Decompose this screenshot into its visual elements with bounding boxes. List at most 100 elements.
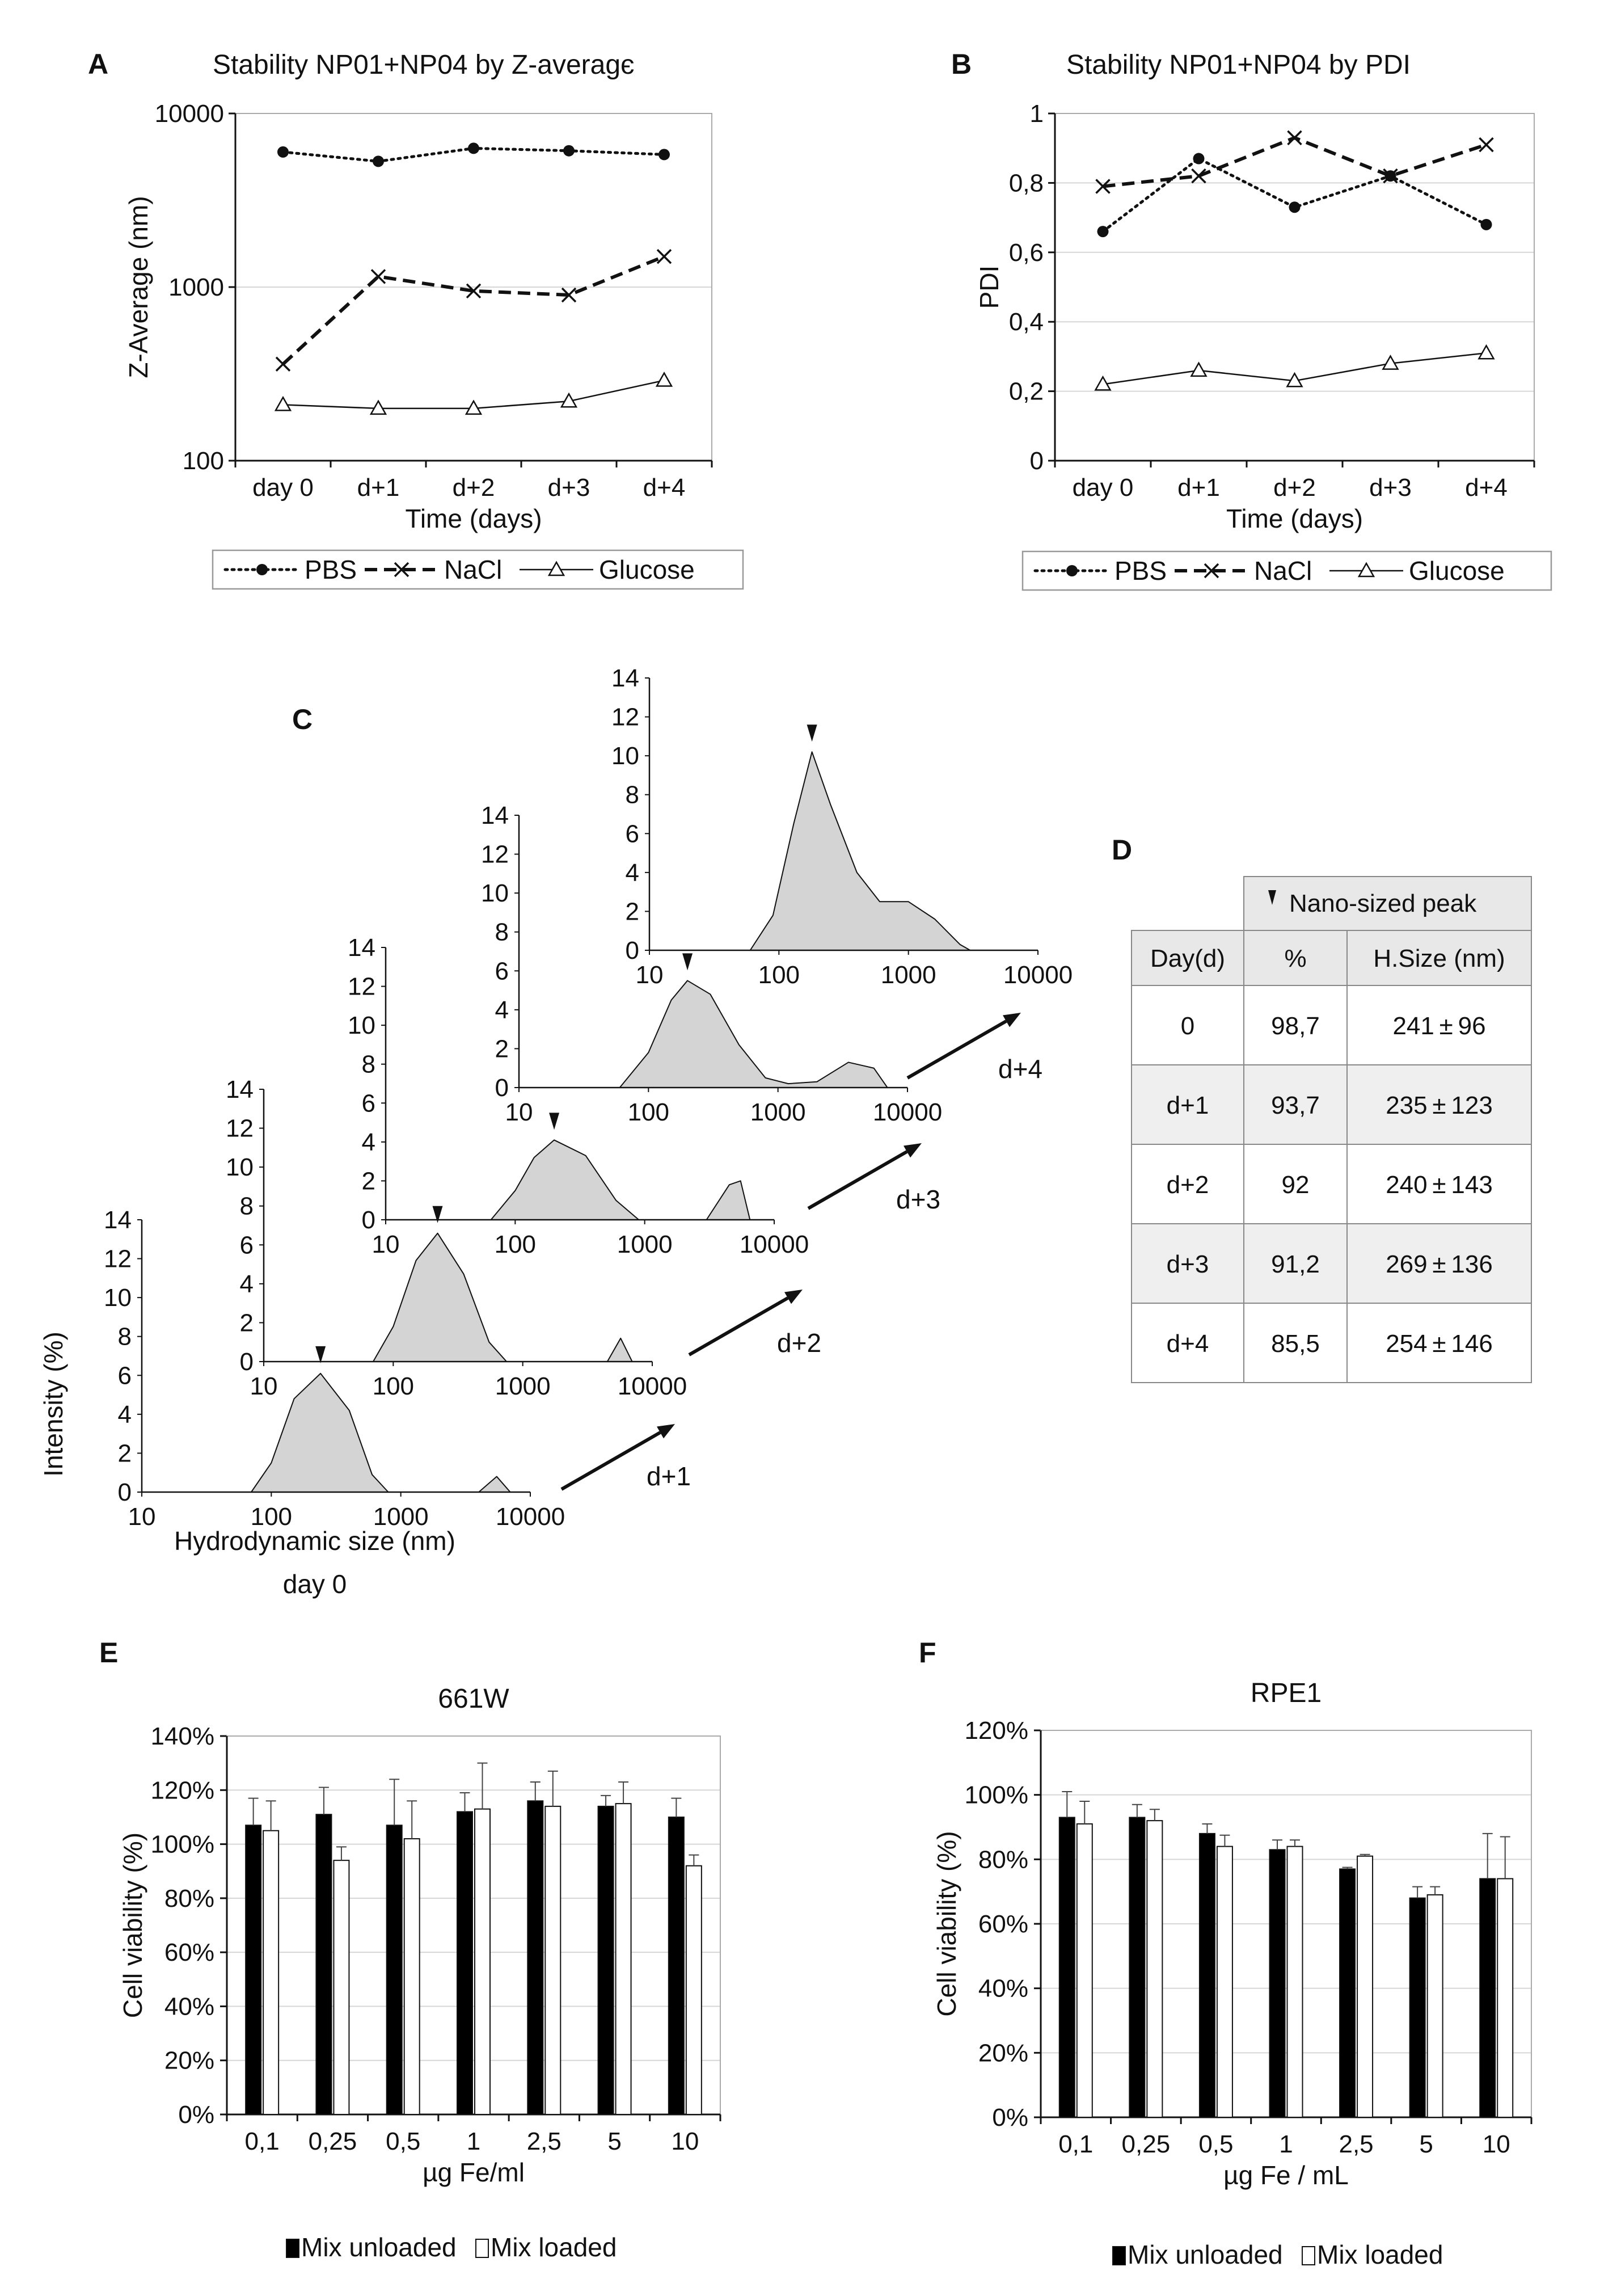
nacl-marker bbox=[656, 248, 672, 264]
y-tick-label: 4 bbox=[362, 1128, 375, 1156]
series-pbs bbox=[1097, 153, 1492, 238]
x-tick-label: d+2 bbox=[1273, 474, 1316, 502]
x-tick-label: 10000 bbox=[740, 1231, 809, 1258]
arrow-shaft bbox=[906, 1019, 1007, 1080]
glucose-marker bbox=[274, 395, 292, 411]
x-tick-label: d+1 bbox=[357, 474, 400, 502]
bar bbox=[315, 1814, 332, 2115]
y-tick-label: 4 bbox=[118, 1401, 132, 1429]
y-tick-label: 12 bbox=[348, 973, 375, 1001]
pbs-marker bbox=[277, 146, 289, 158]
table-row: d+4 85,5 254 ± 146 bbox=[1131, 1303, 1532, 1383]
legend-label: Mix unloaded bbox=[1128, 2240, 1283, 2269]
legend-label: Mix loaded bbox=[1317, 2240, 1443, 2269]
x-tick-label: 2,5 bbox=[527, 2128, 562, 2155]
peak-arrowhead-icon bbox=[1268, 890, 1276, 905]
panel-a-letter: A bbox=[88, 48, 108, 80]
table-cell bbox=[1346, 985, 1532, 1065]
table-row: d+3 91,2 269 ± 136 bbox=[1131, 1223, 1532, 1304]
bar bbox=[386, 1825, 403, 2115]
bar-mix-loaded bbox=[1146, 1809, 1163, 2118]
legend-swatch bbox=[1112, 2246, 1126, 2265]
x-tick-label: 100 bbox=[373, 1372, 414, 1400]
nacl-marker bbox=[1383, 168, 1398, 184]
series-nacl bbox=[1095, 130, 1494, 194]
arrow-head bbox=[657, 1424, 675, 1439]
y-tick-label: 120% bbox=[150, 1776, 214, 1804]
arrow-head bbox=[784, 1290, 803, 1304]
table-cell bbox=[1131, 1223, 1244, 1304]
distribution-area bbox=[619, 980, 888, 1088]
x-tick-label: day 0 bbox=[1073, 474, 1134, 502]
time-arrow-icon bbox=[560, 1424, 675, 1491]
y-tick-label: 8 bbox=[626, 781, 639, 809]
y-tick-label: 120% bbox=[964, 1717, 1028, 1745]
nacl-marker bbox=[1191, 168, 1206, 184]
column-header-label: Day(d) bbox=[1150, 945, 1225, 972]
bar bbox=[333, 1860, 350, 2116]
y-tick-label: 6 bbox=[118, 1362, 132, 1389]
bar-mix-loaded bbox=[1216, 1834, 1233, 2118]
distribution-area bbox=[490, 1139, 751, 1220]
y-axis-label: Z-Average (nm) bbox=[124, 196, 153, 378]
glucose-marker bbox=[1286, 372, 1303, 387]
y-tick-label: 2 bbox=[118, 1439, 132, 1467]
x-axis-label: µg Fe / mL bbox=[1223, 2160, 1349, 2190]
legend-swatch bbox=[475, 2239, 489, 2258]
panel-a-title: Stability NP01+NP04 by Z-averagє bbox=[213, 50, 635, 80]
peak-arrowhead-icon bbox=[807, 724, 817, 742]
panel-c-y-axis-label: Intensity (%) bbox=[39, 1332, 68, 1477]
y-axis-label: Cell viability (%) bbox=[932, 1831, 961, 2016]
time-arrow-icon bbox=[906, 1013, 1021, 1080]
y-tick-label: 8 bbox=[495, 919, 509, 946]
glucose-marker bbox=[1477, 344, 1495, 360]
glucose-marker bbox=[655, 371, 673, 387]
table-cell-value: 85,5 bbox=[1271, 1330, 1320, 1358]
bar bbox=[1076, 1823, 1093, 2118]
pbs-marker bbox=[1289, 201, 1301, 213]
glucose-marker bbox=[560, 392, 578, 408]
bar-mix-unloaded bbox=[668, 1797, 685, 2115]
y-tick-label: 10 bbox=[348, 1012, 375, 1039]
bar-mix-unloaded bbox=[1198, 1823, 1215, 2118]
bar-mix-unloaded bbox=[386, 1779, 403, 2115]
bar-mix-unloaded bbox=[1479, 1832, 1496, 2118]
y-tick-label: 100 bbox=[183, 447, 224, 475]
table-row: d+1 93,7 235 ± 123 bbox=[1131, 1064, 1532, 1145]
y-tick-label: 0% bbox=[178, 2101, 214, 2129]
x-tick-label: 10000 bbox=[496, 1503, 565, 1531]
bar-mix-loaded bbox=[1286, 1839, 1303, 2118]
panel-b-title: Stability NP01+NP04 by PDI bbox=[1066, 50, 1411, 80]
series-line bbox=[281, 255, 665, 365]
panel-a-z-average-chart: A Stability NP01+NP04 by Z-averagє 100 10… bbox=[88, 48, 744, 590]
bar-mix-loaded bbox=[1357, 1853, 1374, 2118]
y-tick-label: 100% bbox=[964, 1781, 1028, 1809]
table-cell bbox=[1346, 1064, 1532, 1145]
time-arrow-icon bbox=[688, 1290, 803, 1356]
y-tick-label: 20% bbox=[978, 2039, 1028, 2067]
x-axis-label: Time (days) bbox=[1226, 504, 1363, 533]
distribution-area bbox=[372, 1232, 633, 1362]
pbs-marker bbox=[373, 155, 384, 167]
y-tick-label: 8 bbox=[362, 1051, 375, 1079]
legend-label-nacl: NaCl bbox=[444, 555, 502, 584]
day-1-label: d+1 bbox=[647, 1461, 691, 1491]
arrow-shaft bbox=[807, 1150, 908, 1210]
y-tick-label: 0,2 bbox=[1009, 378, 1044, 406]
bar bbox=[544, 1805, 562, 2115]
bar bbox=[1357, 1855, 1374, 2118]
day-2-label: d+2 bbox=[777, 1328, 821, 1358]
x-axis-label: Time (days) bbox=[405, 504, 542, 533]
pbs-marker bbox=[658, 149, 670, 161]
nacl-marker bbox=[1287, 130, 1302, 146]
y-tick-label: 14 bbox=[348, 934, 375, 962]
legend-box bbox=[212, 549, 744, 590]
table-cell bbox=[1346, 1223, 1532, 1304]
y-tick-label: 10 bbox=[481, 879, 509, 907]
column-header-cell bbox=[1346, 930, 1532, 986]
y-tick-label: 0 bbox=[118, 1478, 132, 1506]
group-header-label: Nano-sized peak bbox=[1289, 890, 1477, 917]
column-header-cell bbox=[1243, 930, 1348, 986]
x-tick-label: d+1 bbox=[1177, 474, 1220, 502]
